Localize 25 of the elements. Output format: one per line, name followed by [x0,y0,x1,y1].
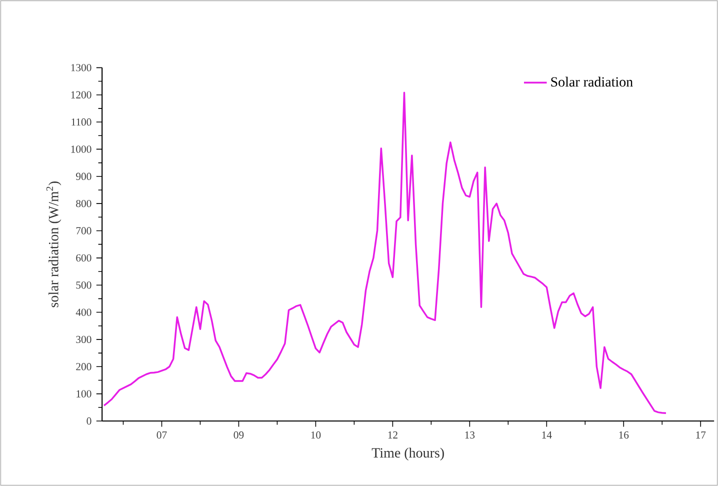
y-tick-label: 400 [76,308,92,316]
y-tick-label: 1100 [72,118,92,126]
y-tick-label: 600 [76,254,92,262]
y-tick-label: 900 [76,172,92,180]
x-tick-label: 14 [542,431,552,438]
y-tick-label: 0 [86,417,92,425]
y-tick-label: 500 [76,282,92,289]
legend-label: Solar radiation [551,76,633,87]
x-tick-label: 16 [619,431,629,439]
x-tick-label: 17 [696,431,706,438]
x-axis-title: Time (hours) [372,448,444,460]
y-axis-title: solar radiation (W/m$^{2}$) [46,182,62,308]
y-tick-label: 800 [76,200,92,208]
x-tick-label: 07 [156,431,167,439]
y-tick-label: 1000 [71,146,92,153]
x-tick-label: 09 [234,431,244,439]
y-tick-label: 200 [76,363,92,370]
x-tick-label: 12 [388,431,398,438]
y-tick-label: 100 [76,390,92,398]
x-tick-label: 13 [465,431,475,439]
y-tick-label: 1300 [71,64,92,72]
y-tick-label: 300 [76,336,92,344]
x-tick-label: 10 [311,431,321,439]
y-tick-label: 700 [76,227,92,234]
y-tick-label: 1200 [71,91,92,98]
